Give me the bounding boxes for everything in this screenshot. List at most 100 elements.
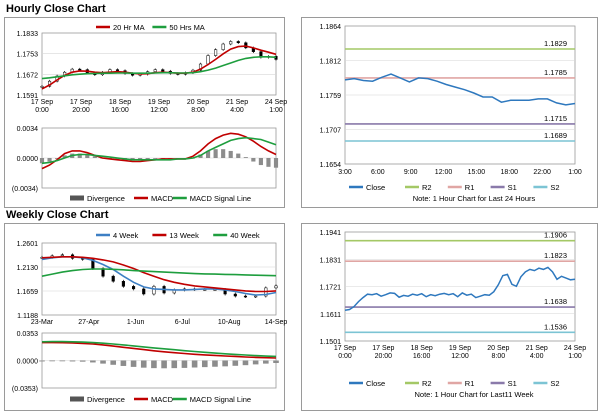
divergence-bar <box>213 149 218 158</box>
weekly-close-ytick: 1.1721 <box>320 285 342 292</box>
price-candle <box>115 69 120 71</box>
hourly-candles-xtick: 19 Sep 12:00 <box>148 99 170 114</box>
divergence-bar <box>251 158 256 162</box>
divergence-bar <box>39 360 45 362</box>
price-candle <box>142 288 146 295</box>
divergence-bar <box>161 360 167 369</box>
weekly-close-xtick: 19 Sep 12:00 <box>449 345 471 360</box>
weekly-candles-xtick: 1-Jun <box>127 319 145 326</box>
level-label-s1: 1.1715 <box>544 114 567 123</box>
weekly-close-ytick: 1.1941 <box>320 230 342 237</box>
divergence-bar <box>236 153 241 158</box>
divergence-bar <box>100 360 106 364</box>
divergence-bar <box>221 149 226 158</box>
price-candle <box>206 55 210 65</box>
divergence-bar <box>191 360 198 368</box>
weekly-candles-ytick: 1.2130 <box>17 265 39 272</box>
divergence-bar <box>273 158 279 168</box>
price-candle <box>236 41 240 43</box>
weekly-candles-plot-border <box>41 242 277 316</box>
price-candle <box>198 63 203 71</box>
divergence-bar <box>252 360 259 365</box>
divergence-bar <box>62 155 67 158</box>
divergence-bar <box>49 360 55 362</box>
hourly-macd-legend-label: MACD <box>151 194 174 203</box>
price-candle <box>153 69 157 72</box>
divergence-bar <box>258 158 263 166</box>
divergence-bar <box>232 360 239 366</box>
close-line <box>344 73 576 106</box>
hourly-left-frame <box>4 17 285 208</box>
divergence-bar <box>212 360 218 367</box>
hourly-close-xtick: 22:00 <box>533 169 551 176</box>
moving-average-line <box>41 255 277 296</box>
weekly-candles-xtick: 14-Sep <box>265 319 288 326</box>
hourly-candles-xtick: 17 Sep 0:00 <box>31 99 53 114</box>
divergence-bar <box>92 156 97 158</box>
weekly-candles-legend-label: 4 Week <box>113 231 139 240</box>
divergence-bar <box>151 360 157 369</box>
divergence-bar <box>201 360 208 368</box>
weekly-section-title: Weekly Close Chart <box>6 209 109 221</box>
price-candle <box>254 295 258 298</box>
weekly-macd-ytick: (0.0353) <box>12 386 38 393</box>
hourly-macd-legend-label: Divergence <box>87 194 125 203</box>
price-candle <box>78 68 82 71</box>
moving-average-line <box>41 268 277 277</box>
divergence-bar <box>222 360 228 367</box>
weekly-close-ytick: 1.1611 <box>320 312 341 319</box>
hourly-close-legend-label: R2 <box>422 183 432 192</box>
macd-signal-line <box>41 136 277 165</box>
price-candle <box>111 275 115 282</box>
weekly-close-legend-label: S2 <box>550 379 559 388</box>
weekly-candles-ytick: 1.1659 <box>17 289 39 296</box>
level-label-r2: 1.1906 <box>544 231 567 240</box>
hourly-close-legend-label: S1 <box>508 183 517 192</box>
hourly-macd-ytick: (0.0034) <box>12 186 38 193</box>
divergence-bar <box>79 360 86 362</box>
divergence-bar <box>120 360 127 366</box>
divergence-bar <box>59 360 66 362</box>
weekly-close-ytick: 1.1831 <box>320 257 342 264</box>
divergence-bar <box>242 360 249 366</box>
weekly-candles-legend-label: 40 Week <box>230 231 260 240</box>
hourly-candles-ytick: 1.1753 <box>17 52 39 59</box>
hourly-close-xtick: 15:00 <box>468 169 486 176</box>
divergence-bar <box>85 154 90 158</box>
weekly-candles-xtick: 23-Mar <box>31 319 54 326</box>
level-label-s2: 1.1536 <box>544 322 567 331</box>
weekly-left-frame <box>4 223 285 411</box>
price-candle <box>40 86 44 88</box>
price-candle <box>221 43 225 50</box>
price-candle <box>229 41 233 45</box>
divergence-bar <box>69 360 76 362</box>
divergence-bar <box>228 150 233 158</box>
hourly-close-ytick: 1.1707 <box>320 128 342 135</box>
weekly-candles-ytick: 1.1188 <box>17 313 38 320</box>
divergence-bar <box>181 360 188 368</box>
weekly-candles-xtick: 27-Apr <box>78 319 100 326</box>
weekly-macd-legend-label: MACD <box>151 395 174 404</box>
divergence-bar <box>153 158 158 159</box>
divergence-bar <box>266 158 271 167</box>
weekly-candles-xtick: 6-Jul <box>175 319 191 326</box>
divergence-bar <box>140 360 147 368</box>
divergence-bar <box>273 360 279 363</box>
hourly-close-note: Note: 1 Hour Chart for Last 24 Hours <box>413 194 536 203</box>
weekly-macd-legend-label: Divergence <box>87 395 125 404</box>
hourly-close-ytick: 1.1759 <box>320 93 342 100</box>
hourly-close-ytick: 1.1864 <box>320 24 342 31</box>
price-candle <box>244 42 248 49</box>
hourly-close-xtick: 1:00 <box>568 169 582 176</box>
price-candle <box>161 69 165 72</box>
level-label-r1: 1.1823 <box>544 251 567 260</box>
hourly-candles-legend-label: 50 Hrs MA <box>169 23 204 32</box>
moving-average-line <box>41 255 277 293</box>
hourly-close-xtick: 12:00 <box>435 169 453 176</box>
price-candle <box>152 286 156 295</box>
close-line <box>344 266 576 312</box>
hourly-candles-legend-label: 20 Hr MA <box>113 23 145 32</box>
divergence-bar <box>130 360 137 367</box>
weekly-close-legend-label: Close <box>366 379 385 388</box>
weekly-close-xtick: 17 Sep 0:00 <box>334 345 356 360</box>
